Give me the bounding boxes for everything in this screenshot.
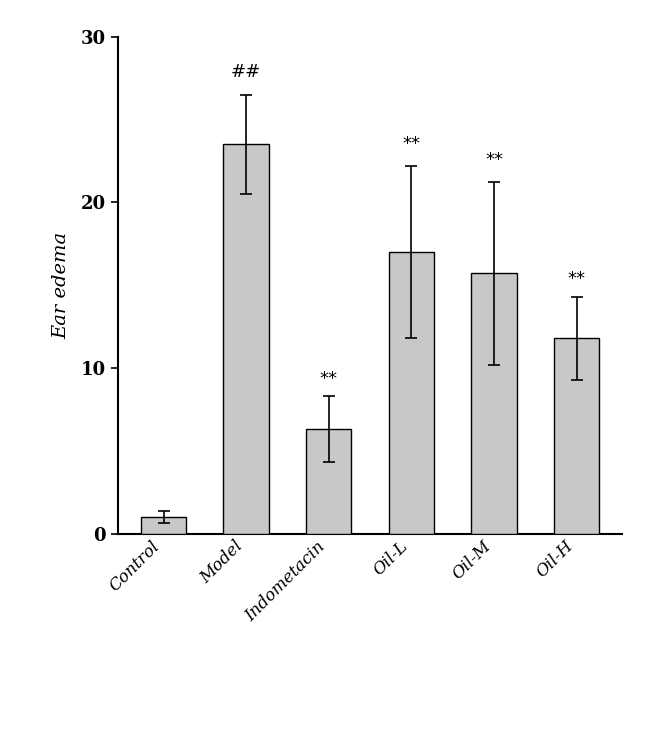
Bar (472, 273, 517, 534)
Y-axis label: Ear edema: Ear edema (52, 232, 70, 338)
Bar (223, 144, 269, 534)
Bar (554, 338, 599, 534)
Text: **: ** (320, 370, 338, 388)
Bar (141, 517, 186, 534)
Text: **: ** (568, 270, 586, 289)
Bar (306, 429, 352, 534)
Text: **: ** (402, 135, 421, 153)
Bar (388, 252, 434, 534)
Text: **: ** (485, 151, 503, 169)
Text: ##: ## (231, 64, 261, 81)
